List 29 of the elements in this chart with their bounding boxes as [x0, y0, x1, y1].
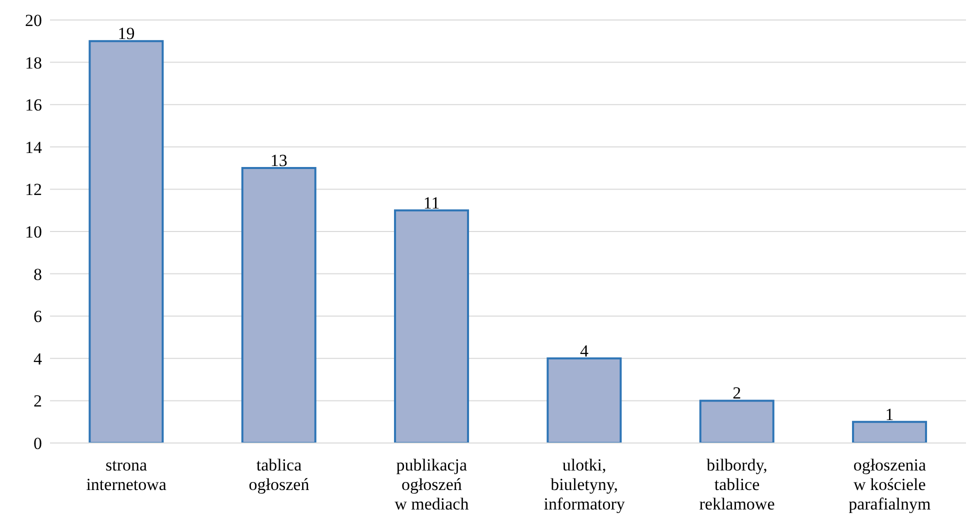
y-tick-label: 16	[25, 96, 42, 115]
data-label: 13	[270, 151, 288, 170]
data-label: 19	[118, 24, 135, 44]
x-tick-label: bilbordy, tablice reklamowe	[699, 455, 775, 514]
y-tick-label: 2	[34, 392, 42, 411]
bar	[394, 209, 470, 443]
bar	[241, 167, 316, 443]
y-tick-label: 14	[25, 138, 42, 157]
x-tick-label: tablica ogłoszeń	[248, 455, 310, 494]
data-label: 11	[423, 193, 440, 212]
data-label: 4	[580, 341, 589, 360]
y-tick-label: 18	[25, 53, 42, 72]
bar	[546, 357, 622, 443]
y-tick-label: 12	[25, 180, 42, 200]
data-label: 2	[732, 384, 742, 403]
y-tick-label: 4	[34, 349, 42, 368]
y-tick-label: 0	[34, 434, 42, 454]
y-tick-label: 8	[34, 264, 42, 284]
y-tick-label: 6	[34, 307, 42, 326]
y-tick-label: 10	[25, 222, 42, 242]
x-tick-label: ulotki, biuletyny, informatory	[544, 455, 626, 514]
bar	[699, 400, 774, 443]
x-tick-label: publikacja ogłoszeń w mediach	[394, 455, 470, 514]
y-tick-label: 20	[25, 11, 42, 30]
x-tick-label: ogłoszenia w kościele parafialnym	[848, 455, 931, 514]
data-label: 1	[885, 404, 894, 424]
x-tick-label: strona internetowa	[86, 455, 167, 494]
bar	[88, 40, 164, 443]
bar	[852, 420, 928, 443]
